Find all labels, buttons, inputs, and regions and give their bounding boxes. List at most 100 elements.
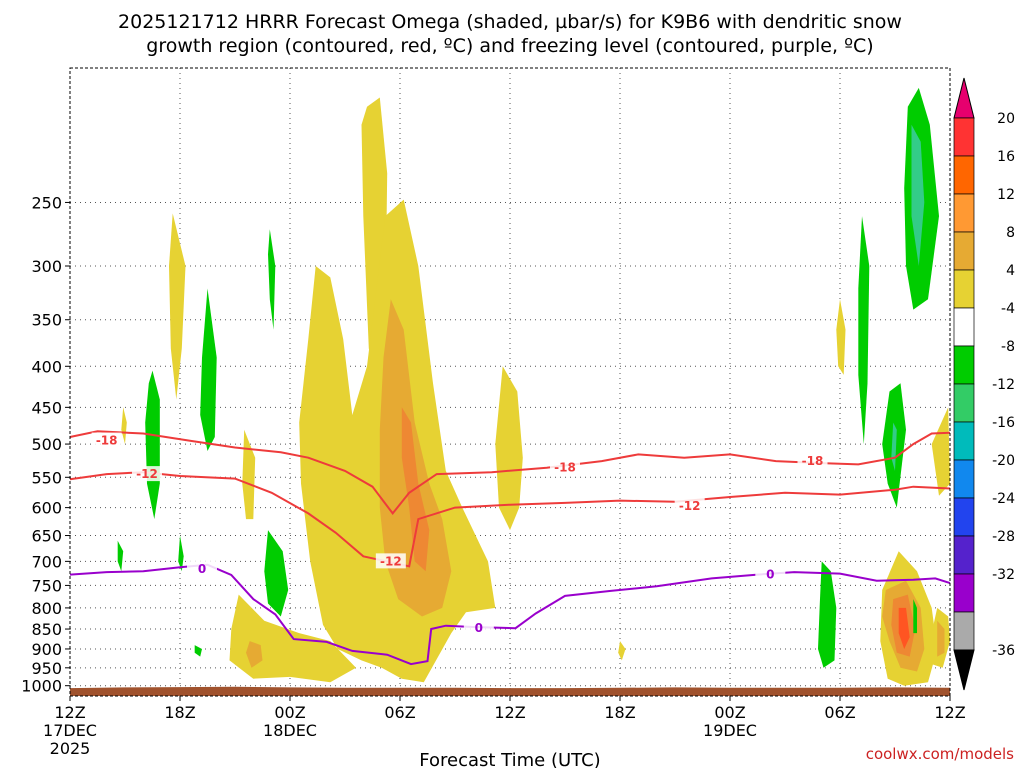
omega-region-19 <box>145 370 160 520</box>
contour-label-2-0: 0 <box>198 562 206 576</box>
omega-region-14 <box>246 641 263 668</box>
y-tick-label-250: 250 <box>31 193 62 212</box>
x-tick-label-0: 12Z <box>54 703 85 722</box>
colorbar-bottom-arrow <box>953 649 975 691</box>
colorbar-box-12 <box>953 573 975 613</box>
contour-label-bg-1-0 <box>132 466 162 482</box>
colorbar-label-4: 4 <box>1006 263 1015 279</box>
colorbar-label-10: -24 <box>992 491 1015 507</box>
x-tick-label-12: 00Z <box>274 703 305 722</box>
colorbar-box-9 <box>953 459 975 499</box>
contour-line-2 <box>69 563 951 666</box>
x-tick-label-6: 18Z <box>164 703 195 722</box>
omega-region-21 <box>268 229 276 330</box>
omega-region-24 <box>178 535 184 572</box>
colorbar-label-8: -16 <box>992 415 1015 431</box>
y-tick-label-600: 600 <box>31 499 62 518</box>
contour-label-0-2: -18 <box>802 454 824 468</box>
contour-label-bg-0-2 <box>797 453 828 469</box>
colorbar-label-12: -32 <box>992 567 1015 583</box>
colorbar: 20 16 12 8 4 -4 -8 -12 -16 -20 -24 -28 -32 -36 <box>953 77 1015 691</box>
omega-region-8 <box>931 407 950 496</box>
omega-region-10 <box>618 641 626 661</box>
y-axis: 2503003504004505005506006507007508008509… <box>21 193 70 696</box>
colorbar-label-0: 20 <box>997 111 1015 127</box>
contour-label-0-0: -18 <box>96 434 118 448</box>
omega-region-30 <box>913 599 917 634</box>
contour-label-bg-0-1 <box>550 459 580 475</box>
contour-line-0 <box>69 430 951 516</box>
omega-region-4 <box>495 366 523 531</box>
contour-label-2-2: 0 <box>766 568 774 582</box>
y-tick-label-350: 350 <box>31 311 62 330</box>
colorbar-label-3: 8 <box>1006 225 1015 241</box>
x-tick-date-0: 17DEC <box>43 721 97 740</box>
omega-region-25 <box>194 645 202 657</box>
contour-label-bg-1-1 <box>375 553 406 569</box>
terrain-surface <box>70 686 950 696</box>
colorbar-box-1 <box>953 155 975 195</box>
colorbar-box-10 <box>953 497 975 537</box>
colorbar-label-7: -12 <box>992 377 1015 393</box>
colorbar-label-13: -36 <box>992 643 1015 659</box>
y-tick-label-800: 800 <box>31 599 62 618</box>
y-tick-label-950: 950 <box>31 659 62 678</box>
omega-region-12 <box>379 299 452 617</box>
colorbar-label-5: -4 <box>1001 301 1015 317</box>
y-tick-label-450: 450 <box>31 398 62 417</box>
colorbar-box-5 <box>953 307 975 347</box>
terrain-band <box>70 686 950 696</box>
contour-label-bg-2-2 <box>755 566 786 582</box>
x-axis-label: Forecast Time (UTC) <box>419 750 600 768</box>
omega-region-9 <box>242 429 256 520</box>
contour-label-bg-1-2 <box>674 497 705 513</box>
contour-label-bg-2-1 <box>463 620 494 636</box>
contours: -18 -18 -18 -12 -12 -12 0 0 0 <box>69 430 951 666</box>
colorbar-box-13 <box>953 611 975 651</box>
y-tick-label-500: 500 <box>31 435 62 454</box>
omega-region-29 <box>818 561 837 668</box>
colorbar-box-6 <box>953 345 975 385</box>
contour-label-bg-2-0 <box>187 560 217 576</box>
x-tick-date-36: 19DEC <box>703 721 757 740</box>
contour-label-1-1: -12 <box>380 554 402 568</box>
omega-region-20 <box>200 288 217 451</box>
colorbar-label-1: 16 <box>997 149 1015 165</box>
colorbar-box-3 <box>953 231 975 271</box>
y-tick-label-850: 850 <box>31 620 62 639</box>
colorbar-label-11: -28 <box>992 529 1015 545</box>
y-tick-label-900: 900 <box>31 640 62 659</box>
contour-label-2-1: 0 <box>475 621 483 635</box>
y-tick-label-550: 550 <box>31 468 62 487</box>
y-tick-label-700: 700 <box>31 552 62 571</box>
x-tick-label-36: 00Z <box>714 703 745 722</box>
colorbar-label-2: 12 <box>997 187 1015 203</box>
y-tick-label-1000: 1000 <box>21 677 62 696</box>
chart-title-line-1: 2025121712 HRRR Forecast Omega (shaded, … <box>118 11 902 33</box>
colorbar-label-9: -20 <box>992 453 1015 469</box>
colorbar-box-0 <box>953 117 975 157</box>
x-tick-year-0: 2025 <box>50 739 91 758</box>
omega-region-31 <box>911 124 925 266</box>
colorbar-box-11 <box>953 535 975 575</box>
y-tick-label-400: 400 <box>31 357 62 376</box>
omega-region-5 <box>836 299 846 375</box>
colorbar-box-4 <box>953 269 975 309</box>
plot-area: -18 -18 -18 -12 -12 -12 0 0 0 <box>69 67 951 697</box>
contour-label-1-2: -12 <box>679 499 701 513</box>
omega-region-15 <box>937 620 945 657</box>
colorbar-box-2 <box>953 193 975 233</box>
y-tick-label-650: 650 <box>31 527 62 546</box>
site-credit: coolwx.com/models <box>866 745 1014 763</box>
x-tick-label-42: 06Z <box>824 703 855 722</box>
omega-region-22 <box>264 530 289 617</box>
chart-title-line-2: growth region (contoured, red, ºC) and f… <box>146 35 873 57</box>
x-tick-date-12: 18DEC <box>263 721 317 740</box>
contour-label-0-1: -18 <box>554 461 576 475</box>
omega-region-11 <box>121 407 127 445</box>
omega-region-26 <box>858 216 870 445</box>
x-tick-label-30: 18Z <box>604 703 635 722</box>
colorbar-label-6: -8 <box>1001 339 1015 355</box>
x-tick-label-48: 12Z <box>934 703 965 722</box>
